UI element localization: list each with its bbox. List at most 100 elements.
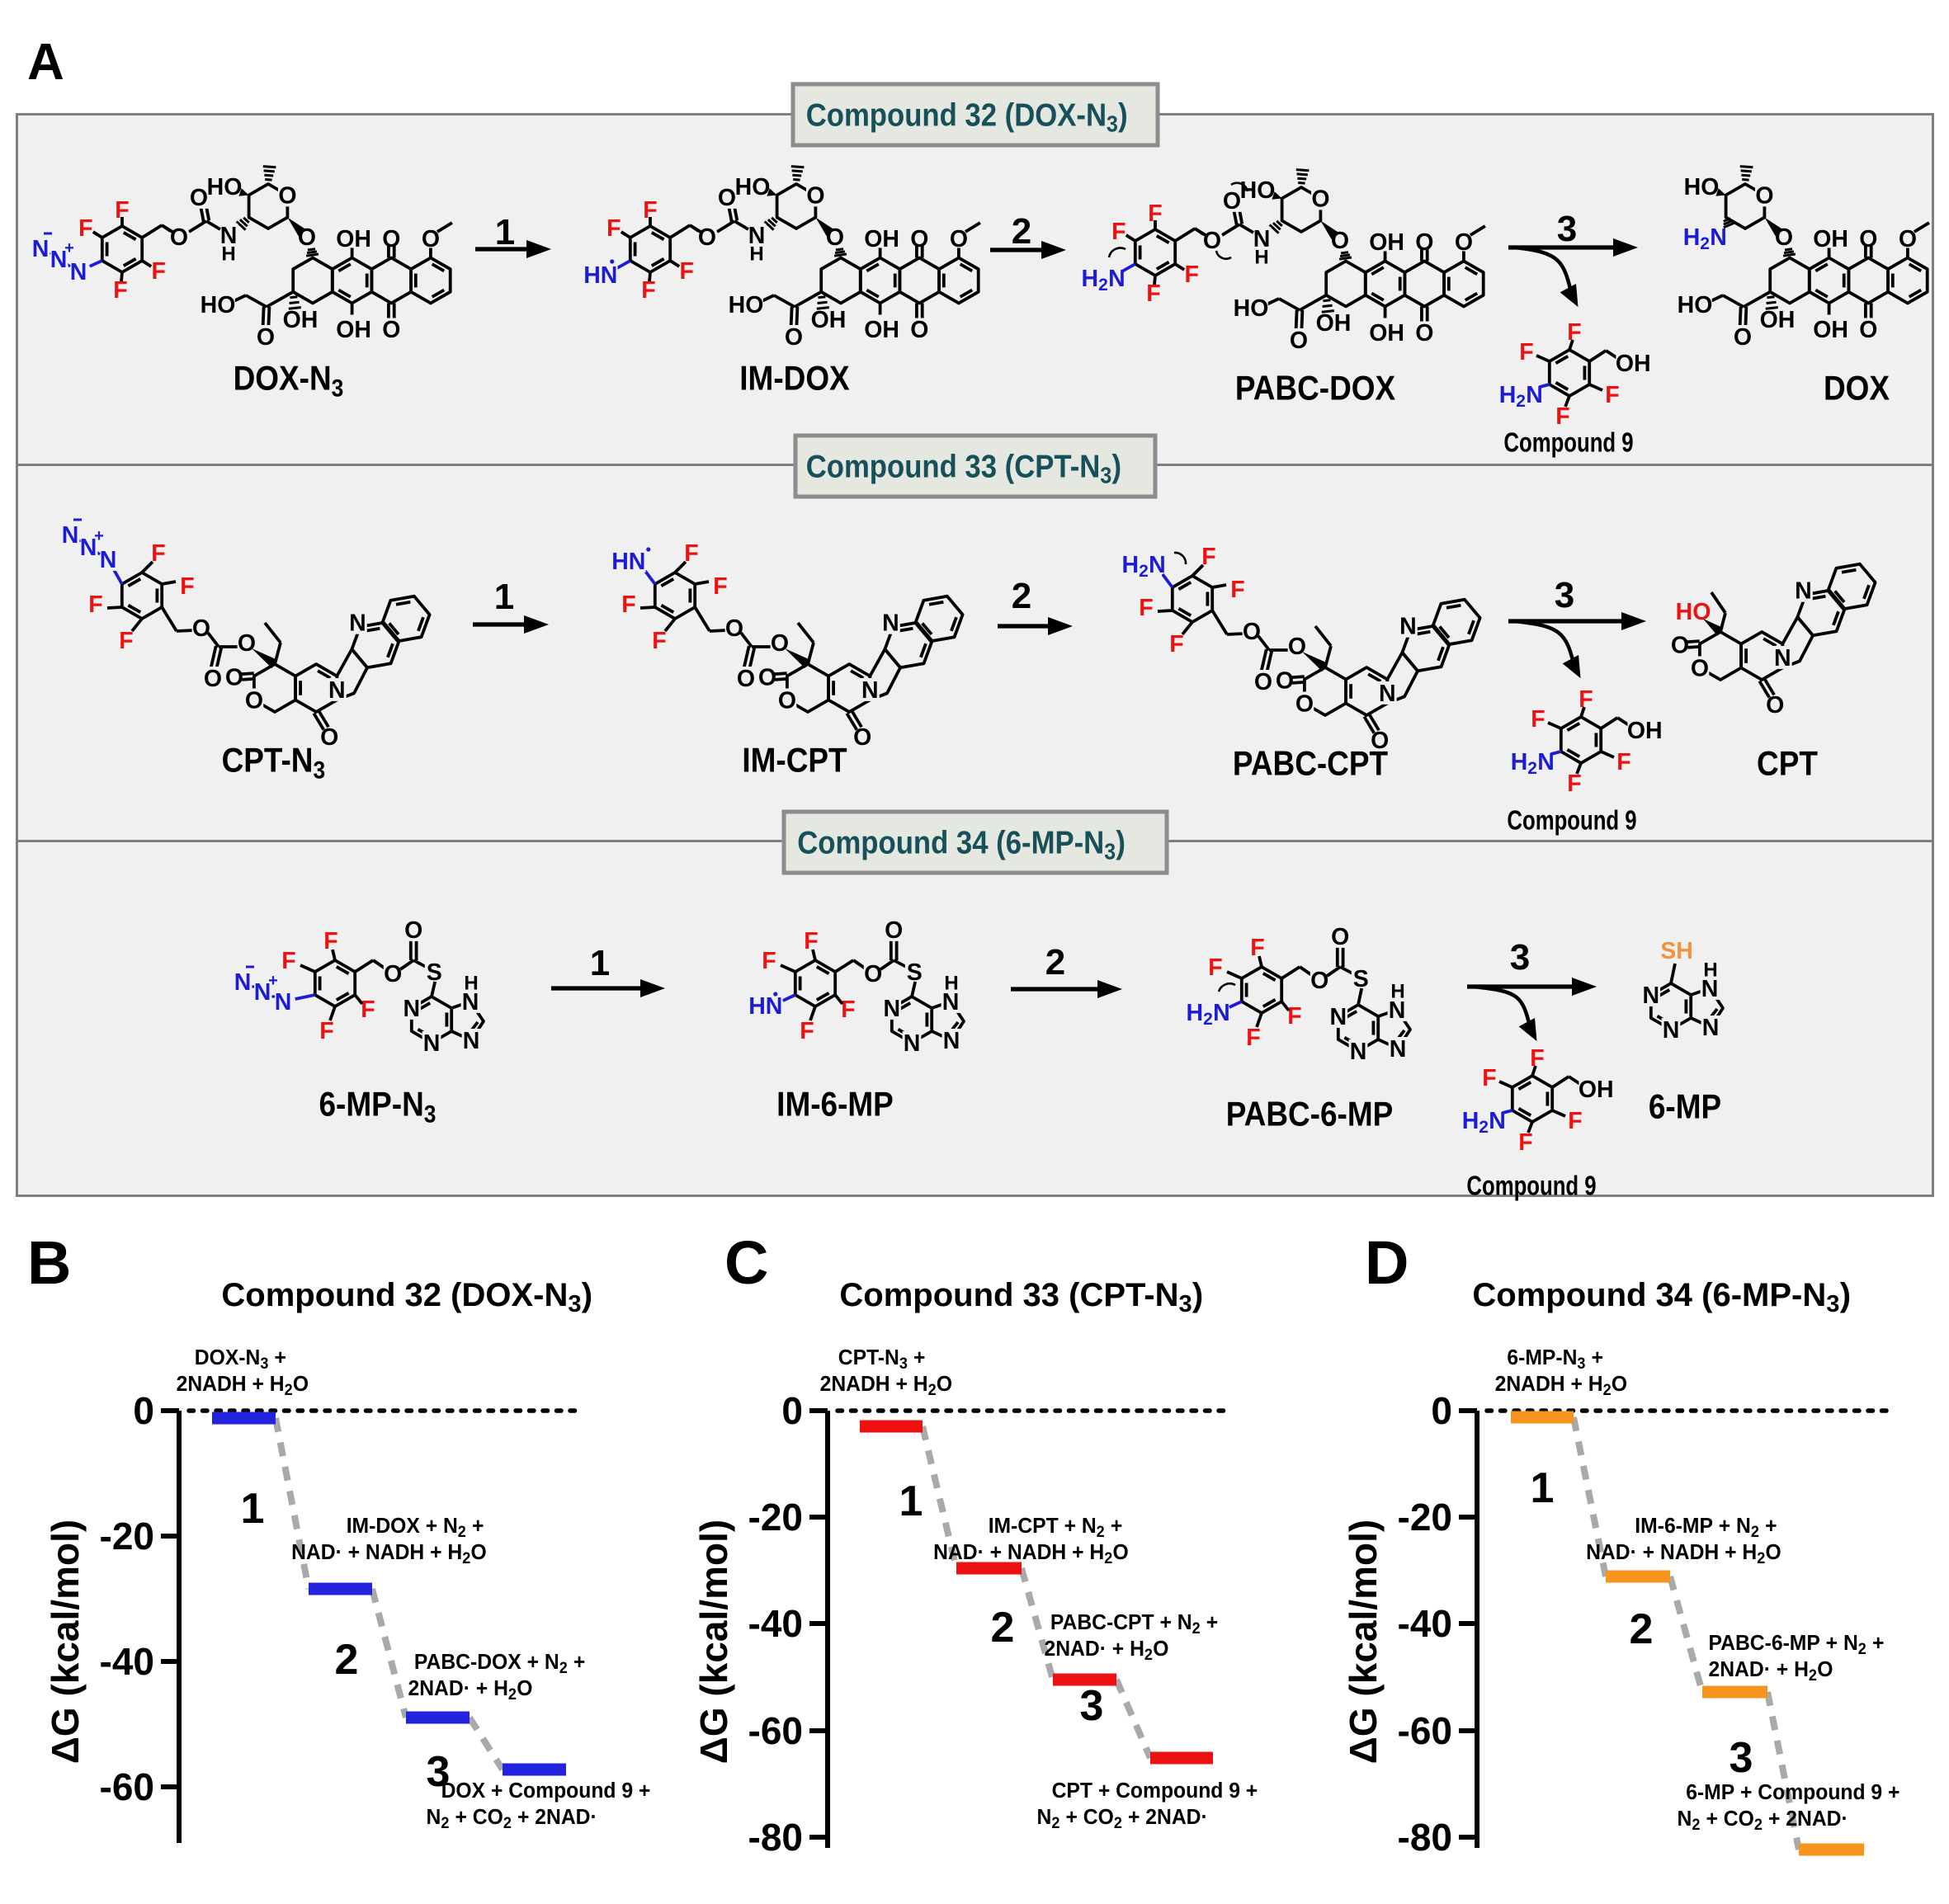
svg-text:-60: -60 [100, 1765, 154, 1808]
svg-text:S: S [907, 959, 923, 986]
svg-text:O: O [864, 961, 882, 987]
svg-text:N: N [1389, 997, 1406, 1024]
svg-text:H: H [1703, 959, 1717, 981]
svg-text:S: S [427, 959, 442, 986]
svg-text:O: O [1223, 188, 1241, 214]
svg-text:F: F [1139, 595, 1153, 621]
svg-text:F: F [641, 277, 655, 304]
svg-text:Compound 9: Compound 9 [1503, 427, 1633, 458]
svg-text:F: F [1530, 1045, 1544, 1072]
svg-text:F: F [1567, 771, 1581, 797]
svg-text:IM-CPT + N2 +: IM-CPT + N2 + [989, 1514, 1123, 1540]
svg-text:H: H [221, 243, 235, 265]
svg-text:IM-6-MP + N2 +: IM-6-MP + N2 + [1635, 1514, 1777, 1540]
svg-text:F: F [88, 591, 102, 618]
svg-text:-40: -40 [100, 1640, 154, 1683]
svg-text:HO: HO [1234, 295, 1269, 322]
svg-text:F: F [643, 197, 657, 224]
svg-text:-20: -20 [748, 1496, 803, 1539]
svg-text:O: O [785, 324, 803, 351]
svg-text:-60: -60 [748, 1709, 803, 1752]
svg-text:N2 + CO2 + 2NAD·: N2 + CO2 + 2NAD· [1678, 1807, 1848, 1833]
svg-text:F: F [1518, 1129, 1532, 1156]
svg-text:H: H [1390, 980, 1404, 1002]
svg-text:OH: OH [864, 226, 899, 252]
svg-text:O: O [1455, 229, 1473, 256]
svg-text:S: S [1353, 966, 1369, 992]
svg-text:F: F [1605, 382, 1619, 408]
svg-text:1: 1 [494, 577, 514, 617]
svg-text:O: O [204, 666, 222, 692]
svg-text:N: N [234, 969, 252, 996]
svg-text:2: 2 [1012, 211, 1031, 252]
svg-text:H: H [1254, 246, 1268, 268]
svg-text:NAD· + NADH + H2 O: NAD· + NADH + H2 O [291, 1540, 487, 1567]
svg-text:DOX + Compound 9 +: DOX + Compound 9 + [441, 1779, 651, 1803]
svg-text:6-MP-N3 +: 6-MP-N3 + [1507, 1346, 1603, 1372]
svg-text:NAD· + NADH + H2 O: NAD· + NADH + H2 O [933, 1540, 1129, 1567]
svg-text:1: 1 [590, 943, 610, 983]
svg-text:Compound 33 (CPT-N3 ): Compound 33 (CPT-N3 ) [806, 449, 1121, 488]
svg-text:O: O [718, 185, 736, 211]
svg-text:O: O [1371, 728, 1389, 754]
svg-text:O: O [758, 664, 776, 690]
svg-text:O: O [190, 185, 208, 211]
svg-text:A: A [27, 34, 64, 91]
svg-text:OH: OH [1616, 351, 1651, 377]
svg-text:OH: OH [1579, 1077, 1614, 1103]
svg-text:O: O [1671, 632, 1689, 658]
svg-text:OH: OH [811, 307, 847, 333]
svg-text:D: D [1365, 1228, 1409, 1297]
svg-text:N: N [942, 989, 960, 1016]
svg-text:-40: -40 [1398, 1602, 1452, 1645]
svg-text:OH: OH [1369, 320, 1404, 346]
svg-text:0: 0 [1431, 1389, 1452, 1432]
svg-text:NAD· + NADH + H2 O: NAD· + NADH + H2 O [1586, 1540, 1781, 1567]
svg-text:F: F [113, 277, 127, 304]
svg-text:O: O [1331, 924, 1349, 950]
svg-text:O: O [698, 224, 716, 251]
svg-text:O: O [910, 317, 928, 343]
svg-text:1: 1 [899, 1477, 923, 1525]
svg-text:N: N [904, 1030, 921, 1057]
svg-text:F: F [180, 573, 194, 600]
svg-text:F: F [323, 928, 337, 954]
svg-text:N: N [50, 247, 68, 273]
svg-text:N: N [32, 236, 50, 262]
svg-text:OH: OH [1369, 229, 1404, 256]
svg-text:O: O [384, 961, 402, 987]
svg-text:H2 N: H2 N [1499, 382, 1543, 411]
svg-text:Compound 34 (6-MP-N3 ): Compound 34 (6-MP-N3 ) [797, 825, 1126, 865]
svg-text:O: O [806, 182, 824, 209]
svg-text:F: F [1555, 403, 1569, 430]
svg-text:N: N [943, 1028, 960, 1054]
svg-text:F: F [1616, 749, 1630, 775]
svg-text:PABC-CPT: PABC-CPT [1233, 744, 1388, 783]
svg-text:B: B [27, 1228, 71, 1297]
svg-text:2NADH + H2 O: 2NADH + H2 O [1495, 1372, 1628, 1398]
svg-text:O: O [382, 317, 400, 343]
svg-text:1: 1 [241, 1485, 265, 1533]
svg-text:CPT: CPT [1757, 744, 1818, 783]
svg-text:OH: OH [1813, 226, 1848, 252]
svg-text:-80: -80 [1398, 1816, 1452, 1859]
svg-text:CPT-N3: CPT-N3 [222, 741, 326, 784]
svg-text:H2 N: H2 N [1082, 266, 1126, 295]
svg-text:N: N [403, 996, 421, 1022]
svg-text:O: O [1734, 324, 1752, 351]
svg-text:N: N [1399, 614, 1417, 640]
svg-text:F: F [1169, 631, 1183, 657]
svg-text:-20: -20 [100, 1515, 154, 1558]
svg-text:N: N [1774, 645, 1791, 672]
svg-text:F: F [151, 258, 165, 285]
svg-text:PABC-6-MP + N2 +: PABC-6-MP + N2 + [1709, 1631, 1885, 1657]
svg-text:O: O [382, 226, 400, 252]
svg-text:O: O [422, 226, 440, 252]
svg-text:F: F [606, 215, 621, 242]
svg-text:H: H [749, 243, 763, 265]
svg-text:F: F [1519, 339, 1533, 365]
svg-text:N: N [463, 1028, 480, 1054]
svg-text:F: F [115, 197, 129, 224]
svg-text:H2 N: H2 N [1187, 1000, 1230, 1029]
svg-text:N: N [861, 677, 879, 704]
